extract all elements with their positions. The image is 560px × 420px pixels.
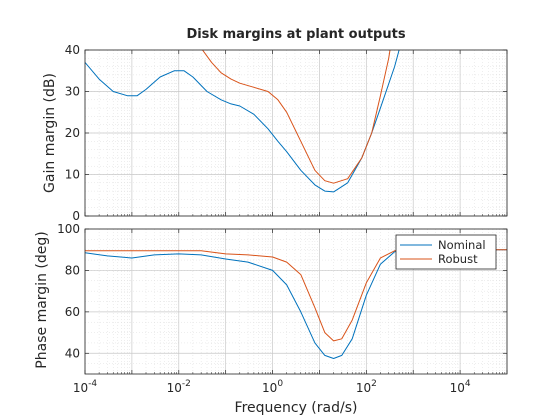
legend-box bbox=[395, 234, 497, 270]
axes-box bbox=[84, 228, 508, 375]
y-tick-label: 0 bbox=[72, 209, 80, 223]
y-tick-label: 60 bbox=[65, 305, 80, 319]
legend-label-nominal: Nominal bbox=[438, 238, 486, 252]
y-tick-label: 40 bbox=[65, 43, 80, 57]
y-tick-label: 100 bbox=[57, 222, 80, 236]
series-line-robust bbox=[85, 249, 507, 342]
chart-title: Disk margins at plant outputs bbox=[186, 27, 405, 42]
x-tick-label: 104 bbox=[450, 379, 471, 395]
subplot-gain: 0 10 20 30 40 bbox=[65, 43, 508, 223]
y-tick-label: 40 bbox=[65, 346, 80, 360]
y-tick-label: 30 bbox=[65, 85, 80, 99]
gain-margin-axis-label: Gain margin (dB) bbox=[42, 73, 58, 193]
axes-box bbox=[84, 49, 508, 217]
x-tick-label: 10-4 bbox=[73, 379, 98, 395]
y-tick-label: 10 bbox=[65, 168, 80, 182]
frequency-axis-label: Frequency (rad/s) bbox=[235, 400, 358, 416]
series-line-nominal bbox=[85, 249, 507, 359]
x-tick-label: 100 bbox=[262, 379, 283, 395]
legend-label-robust: Robust bbox=[438, 252, 478, 266]
y-tick-label: 20 bbox=[65, 126, 80, 140]
x-tick-label: 102 bbox=[356, 379, 377, 395]
series-line-robust bbox=[202, 50, 391, 184]
series-line-nominal bbox=[85, 50, 400, 193]
y-tick-label: 80 bbox=[65, 263, 80, 277]
phase-margin-axis-label: Phase margin (deg) bbox=[34, 231, 50, 368]
x-tick-label: 10-2 bbox=[167, 379, 191, 395]
